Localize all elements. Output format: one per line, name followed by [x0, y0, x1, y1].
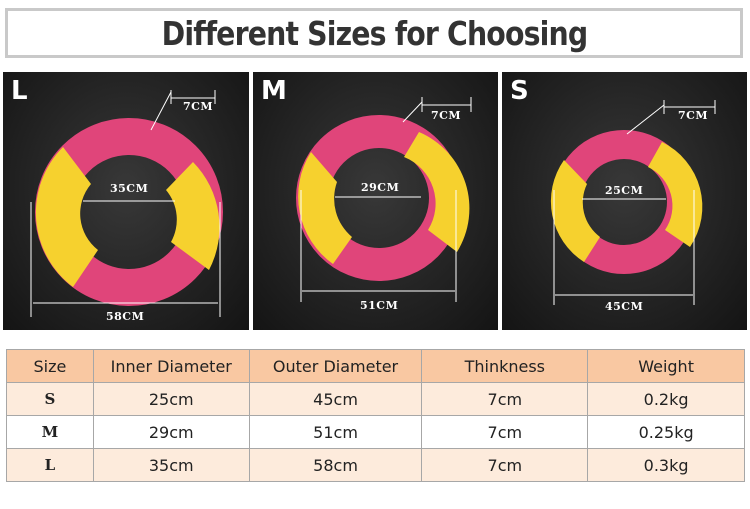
ring-small [550, 130, 703, 274]
panel-small: S 7CM 25CM 45CM [502, 72, 747, 330]
size-letter-m: M [261, 76, 287, 106]
outer-diameter-label-l: 58CM [106, 310, 145, 323]
cell-inner: 35cm [92, 448, 250, 482]
inner-diameter-label-l: 35CM [110, 182, 149, 195]
header-size: Size [6, 349, 94, 383]
header-weight: Weight [587, 349, 745, 383]
header-outer-diameter: Outer Diameter [248, 349, 423, 383]
cell-size: S [6, 382, 94, 416]
size-letter-l: L [11, 76, 28, 106]
panel-large: L 7CM 35CM 58CM [3, 72, 249, 330]
size-table: Size Inner Diameter Outer Diameter Think… [6, 349, 745, 482]
thickness-label-l: 7CM [183, 100, 214, 113]
cell-outer: 51cm [248, 415, 423, 449]
header-inner-diameter: Inner Diameter [92, 349, 250, 383]
ring-diagram-large [30, 90, 223, 317]
panel-medium: M 7CM 29CM 51CM [253, 72, 498, 330]
cell-outer: 45cm [248, 382, 423, 416]
cell-thickness: 7cm [421, 415, 589, 449]
inner-diameter-label-m: 29CM [361, 181, 400, 194]
ring-diagram-medium [296, 97, 472, 302]
title-banner: Different Sizes for Choosing [5, 8, 743, 58]
header-thickness: Thinkness [421, 349, 589, 383]
thickness-label-s: 7CM [678, 109, 709, 122]
inner-diameter-label-s: 25CM [605, 184, 644, 197]
cell-outer: 58cm [248, 448, 423, 482]
table-row: L 35cm 58cm 7cm 0.3kg [6, 448, 745, 482]
cell-thickness: 7cm [421, 448, 589, 482]
cell-size: L [6, 448, 94, 482]
cell-weight: 0.3kg [587, 448, 745, 482]
table-header-row: Size Inner Diameter Outer Diameter Think… [6, 349, 745, 383]
ring-diagram-small [550, 100, 716, 305]
cell-inner: 29cm [92, 415, 250, 449]
outer-diameter-label-m: 51CM [360, 299, 399, 312]
cell-inner: 25cm [92, 382, 250, 416]
table-row: M 29cm 51cm 7cm 0.25kg [6, 415, 745, 449]
ring-large [35, 118, 223, 306]
outer-diameter-label-s: 45CM [605, 300, 644, 313]
thickness-label-m: 7CM [431, 109, 462, 122]
cell-weight: 0.25kg [587, 415, 745, 449]
page-title: Different Sizes for Choosing [161, 13, 588, 53]
ring-medium [296, 115, 470, 281]
cell-weight: 0.2kg [587, 382, 745, 416]
cell-thickness: 7cm [421, 382, 589, 416]
size-letter-s: S [510, 76, 529, 106]
table-row: S 25cm 45cm 7cm 0.2kg [6, 382, 745, 416]
cell-size: M [6, 415, 94, 449]
